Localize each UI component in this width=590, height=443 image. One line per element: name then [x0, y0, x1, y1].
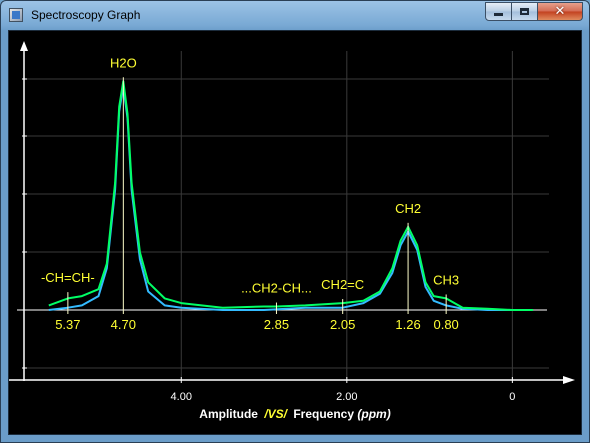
minimize-icon: [494, 13, 503, 16]
close-button[interactable]: ✕: [538, 2, 583, 21]
peak-name-label: CH3: [433, 272, 459, 287]
peak-ppm-label: 4.70: [111, 317, 136, 332]
minimize-button[interactable]: [485, 2, 512, 21]
title-bar[interactable]: Spectroscopy Graph ✕: [1, 1, 589, 29]
peak-name-label: H2O: [110, 55, 137, 70]
maximize-icon: [520, 8, 529, 15]
x-tick-label: 4.00: [171, 391, 192, 403]
y-axis-arrow: [20, 41, 28, 51]
window-title: Spectroscopy Graph: [31, 8, 141, 22]
x-tick-label: 2.00: [336, 391, 357, 403]
x-axis-label-vs: /VS/: [264, 407, 287, 421]
spectrum-series-line: [48, 80, 534, 311]
x-axis-label-unit: (ppm): [357, 407, 391, 421]
plot-area: 4.00 2.00 0 -CH=CH- 5.37 H2O 4.70 ...CH2-CH... 2…: [8, 30, 582, 435]
peak-ppm-label: 5.37: [55, 317, 80, 332]
peak-ppm-label: 2.05: [330, 317, 355, 332]
peak-name-label: -CH=CH-: [41, 270, 95, 285]
peak-ppm-label: 1.26: [395, 317, 420, 332]
x-axis-label: Amplitude /VS/ Frequency (ppm): [9, 407, 581, 421]
chart-window-icon[interactable]: [9, 8, 23, 22]
peak-name-label: CH2: [395, 201, 421, 216]
spectrum-chart: 4.00 2.00 0 -CH=CH- 5.37 H2O 4.70 ...CH2-CH... 2…: [9, 41, 575, 403]
peak-name-label: ...CH2-CH...: [241, 281, 312, 296]
x-axis-label-frequency: Frequency: [293, 407, 355, 421]
window-controls: ✕: [485, 2, 583, 21]
x-axis-arrow: [563, 376, 575, 384]
close-icon: ✕: [554, 4, 566, 19]
maximize-button[interactable]: [512, 2, 538, 21]
peak-ppm-label: 0.80: [433, 317, 458, 332]
peak-ppm-label: 2.85: [264, 317, 289, 332]
x-axis-label-amplitude: Amplitude: [199, 407, 258, 421]
peak-name-label: CH2=C: [321, 277, 364, 292]
x-tick-label: 0: [509, 391, 515, 403]
